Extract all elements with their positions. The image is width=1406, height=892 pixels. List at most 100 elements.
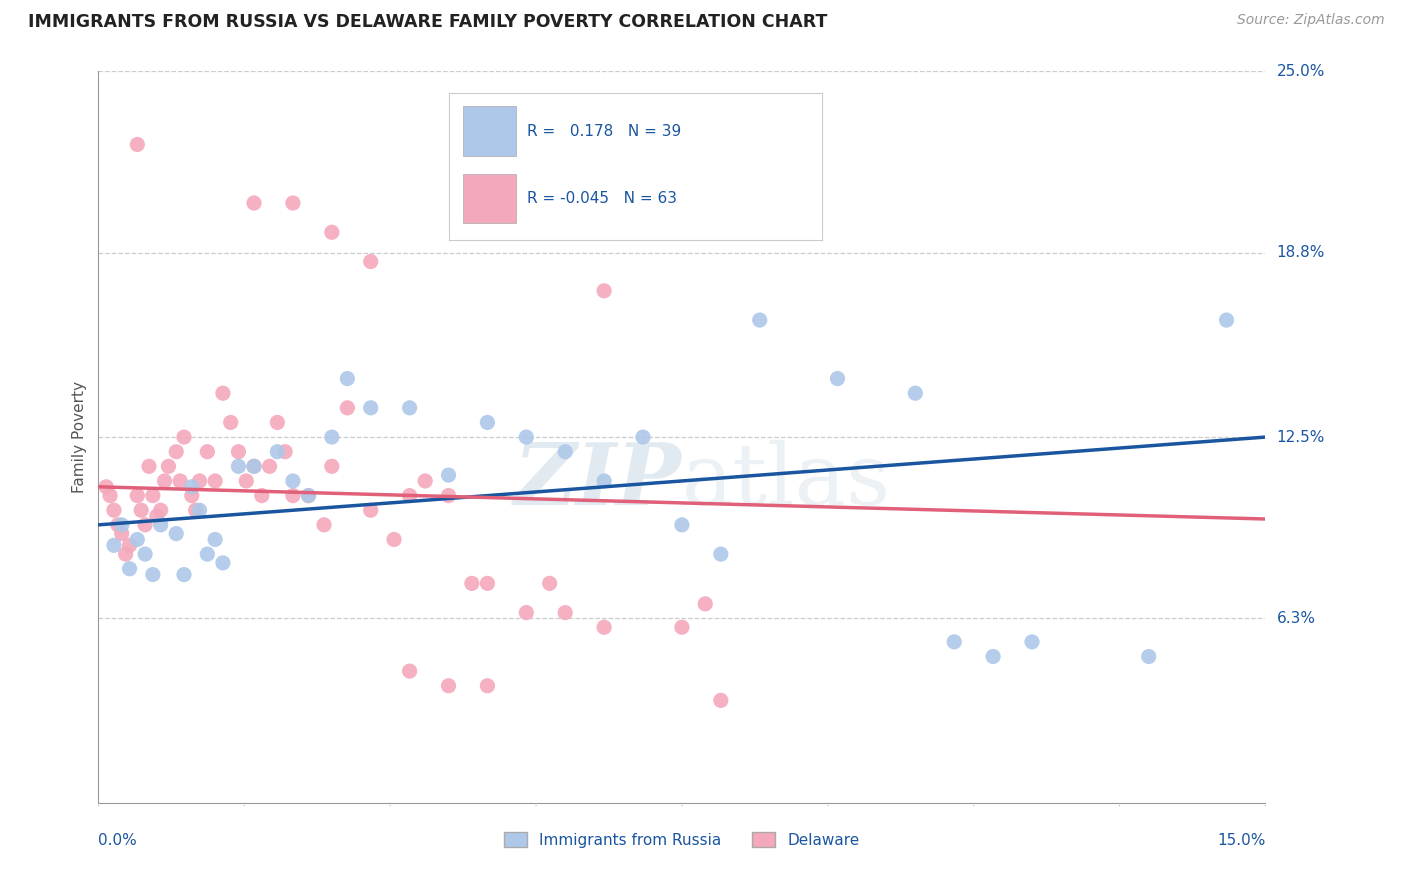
Point [437,489,460,503]
Point [554,444,576,458]
Point [195,444,218,458]
Text: IMMIGRANTS FROM RUSSIA VS DELAWARE FAMILY POVERTY CORRELATION CHART: IMMIGRANTS FROM RUSSIA VS DELAWARE FAMIL… [28,13,828,31]
Point [336,401,359,415]
Point [250,489,273,503]
Point [1137,649,1160,664]
Point [142,489,165,503]
Point [827,371,849,385]
Legend: Immigrants from Russia, Delaware: Immigrants from Russia, Delaware [498,825,866,854]
Point [103,503,125,517]
Point [134,547,156,561]
Point [219,416,242,430]
Point [398,489,420,503]
Point [461,576,484,591]
Text: 18.8%: 18.8% [1277,245,1324,260]
Point [173,430,195,444]
Point [748,313,770,327]
Point [204,474,226,488]
Point [98,489,121,503]
Point [157,459,180,474]
Point [266,444,288,458]
Point [382,533,405,547]
Point [671,517,693,532]
Point [243,459,266,474]
Point [127,533,149,547]
Point [188,474,211,488]
Point [184,503,207,517]
Point [96,480,118,494]
Point [114,547,136,561]
Point [212,556,235,570]
Point [593,284,616,298]
Point [111,526,134,541]
Point [398,401,420,415]
Point [321,459,343,474]
Point [228,444,250,458]
Point [138,459,160,474]
Point [538,576,561,591]
Point [695,597,717,611]
Point [243,196,266,211]
Point [515,430,537,444]
Point [146,509,169,524]
Text: 25.0%: 25.0% [1277,64,1324,78]
Point [149,517,172,532]
Point [127,489,149,503]
Point [235,474,257,488]
Point [943,635,966,649]
Point [118,562,141,576]
Point [127,137,149,152]
Point [274,444,297,458]
Point [259,459,281,474]
Point [593,620,616,634]
Point [312,517,335,532]
Point [297,489,319,503]
Point [321,225,343,239]
Point [149,5,172,20]
Point [134,517,156,532]
Point [710,693,733,707]
Point [981,649,1004,664]
Point [180,489,202,503]
Point [477,679,499,693]
Point [281,474,304,488]
Text: 0.0%: 0.0% [98,833,138,848]
Point [1215,313,1237,327]
Point [360,503,382,517]
Point [477,217,499,231]
Point [477,576,499,591]
Point [153,474,176,488]
Point [593,474,616,488]
Point [360,401,382,415]
Point [103,538,125,552]
Text: 12.5%: 12.5% [1277,430,1324,444]
Point [281,489,304,503]
Point [129,503,152,517]
Point [297,489,319,503]
Point [360,254,382,268]
Point [169,474,191,488]
Point [321,430,343,444]
Point [336,371,359,385]
Point [398,664,420,678]
Point [243,459,266,474]
Text: Source: ZipAtlas.com: Source: ZipAtlas.com [1237,13,1385,28]
Text: ZIP: ZIP [515,439,682,523]
Point [173,567,195,582]
Point [554,606,576,620]
Point [118,538,141,552]
Point [142,567,165,582]
Point [180,480,202,494]
Text: atlas: atlas [682,440,891,523]
Point [195,547,218,561]
Point [413,474,436,488]
Point [107,517,129,532]
Point [904,386,927,401]
Point [212,386,235,401]
Point [149,503,172,517]
Point [266,416,288,430]
Text: 6.3%: 6.3% [1277,611,1316,626]
Point [281,196,304,211]
Y-axis label: Family Poverty: Family Poverty [72,381,87,493]
Point [710,547,733,561]
